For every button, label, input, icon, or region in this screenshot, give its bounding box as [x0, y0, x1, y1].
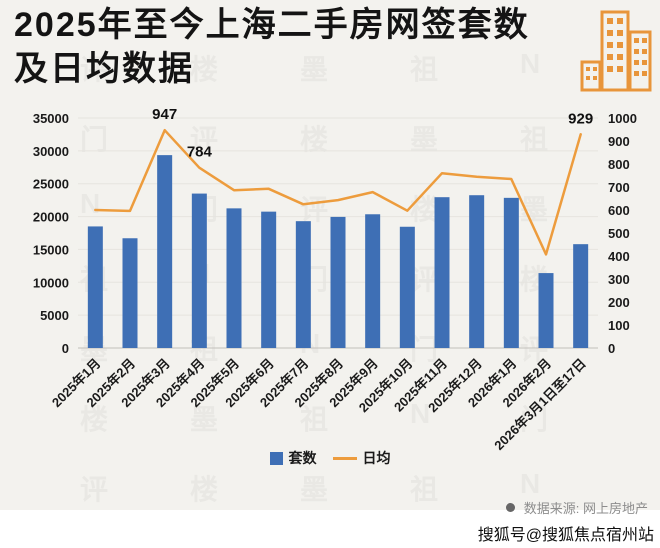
y-axis-left-label: 25000	[33, 177, 69, 192]
y-axis-right-label: 800	[608, 157, 630, 172]
bar	[330, 216, 346, 348]
bar	[191, 193, 207, 348]
bar	[157, 155, 173, 348]
y-axis-right-label: 600	[608, 203, 630, 218]
y-axis-right-label: 0	[608, 341, 615, 356]
data-label: 784	[187, 144, 213, 161]
bar	[87, 226, 103, 348]
bar	[122, 238, 138, 348]
watermark-char: 评	[80, 474, 109, 505]
legend-item-line: 日均	[332, 448, 391, 468]
bar	[226, 208, 242, 348]
watermark-char: 楼	[190, 474, 219, 505]
combo-chart: 0 5000 10000 15000 20000 25000 30000 35000 0 100 2…	[33, 106, 637, 452]
line-series-swatch	[332, 456, 357, 460]
data-label: 929	[568, 110, 593, 127]
bar	[365, 214, 381, 348]
page-title-line1: 2025年至今上海二手房网签套数	[14, 6, 530, 44]
watermark-char: N	[520, 468, 541, 499]
buildings-icon	[580, 10, 652, 92]
y-axis-right-label: 100	[608, 318, 630, 333]
data-label: 947	[152, 106, 177, 123]
legend-item-bars: 套数	[269, 448, 317, 468]
y-axis-right-label: 300	[608, 272, 630, 287]
bar	[503, 197, 519, 348]
bar	[399, 226, 415, 348]
bar	[434, 197, 450, 348]
bar	[573, 244, 589, 348]
y-axis-right-label: 700	[608, 180, 630, 195]
data-source: 数据来源: 网上房地产	[505, 498, 648, 517]
y-axis-left-label: 0	[62, 341, 69, 356]
bar	[538, 273, 554, 348]
bar	[469, 195, 485, 348]
y-axis-left-label: 10000	[33, 275, 69, 290]
y-axis-right-label: 200	[608, 295, 630, 310]
daily-average-line	[94, 128, 582, 256]
y-axis-right-label: 500	[608, 226, 630, 241]
watermark-char: 墨	[300, 474, 329, 505]
y-axis-right-label: 900	[608, 134, 630, 149]
y-axis-left-label: 15000	[33, 242, 69, 257]
bar	[261, 211, 277, 348]
data-source-text: 数据来源: 网上房地产	[523, 501, 648, 516]
publisher-credit: 搜狐号@搜狐焦点宿州站	[477, 527, 654, 544]
chart-legend: 套数 日均	[0, 448, 660, 468]
bullet-dot-icon	[505, 503, 515, 512]
y-axis-left-label: 35000	[33, 111, 69, 126]
page-title-line2: 及日均数据	[14, 49, 194, 88]
watermark-char: 祖	[410, 474, 439, 505]
y-axis-left-label: 20000	[33, 210, 69, 225]
y-axis-right-label: 400	[608, 249, 630, 264]
y-axis-left-label: 30000	[33, 144, 69, 159]
legend-label-line: 日均	[362, 450, 391, 466]
legend-label-bars: 套数	[288, 450, 317, 466]
y-axis-right-label: 1000	[608, 111, 637, 126]
bar-series-swatch	[269, 451, 283, 465]
bar	[295, 221, 311, 348]
bottom-bar	[0, 510, 660, 548]
chart-header: 2025年至今上海二手房网签套数 及日均数据	[14, 4, 560, 91]
y-axis-left-label: 5000	[40, 308, 69, 323]
